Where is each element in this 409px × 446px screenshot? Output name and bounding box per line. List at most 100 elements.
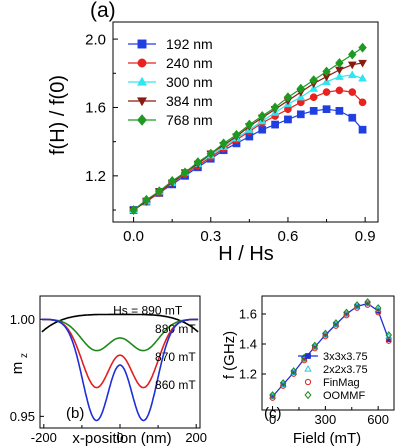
panel-b-curve-0 [41,313,199,333]
panel-c-point-2-1 [280,383,287,389]
panel-a-xtick-label-0: 0.0 [123,228,144,245]
panel-a-point-4-14 [309,75,318,86]
panel-b-xlabel: x-position (nm) [72,430,171,446]
panel-c-legend-marker-1 [304,364,312,372]
panel-c-ytick-label-0: 1.2 [239,367,257,382]
panel-c-xtick-label-0: 0 [269,412,276,427]
panel-a-xtick-label-2: 0.6 [278,228,299,245]
panel-a-point-0-11 [271,120,279,129]
panel-a-point-0-14 [309,107,318,115]
panel-a-legend-label-4: 768 nm [166,112,213,128]
panel-b-xtick-label-1: 0 [116,430,123,445]
panel-a-point-4-1 [142,194,151,205]
panel-a-point-3-18 [358,59,367,68]
panel-b-curve-1 [41,318,199,352]
panel-c-legend-label-2: FinMag [323,377,360,389]
panel-a-point-1-17 [348,88,357,96]
panel-a-point-4-4 [180,167,190,178]
panel-b-ylabel-group: m z [9,353,30,374]
panel-a-point-0-18 [358,125,367,134]
panel-a-legend-marker-2 [136,76,148,86]
panel-c-point-3-5 [322,329,329,338]
panel-c-plot: 0 300 600 1.2 1.4 1.6 3x3x3.752x2x3.75FinMagOO… [239,295,395,427]
panel-a-point-0-16 [335,107,344,115]
panel-c-label: (c) [264,405,282,422]
panel-a-point-0-12 [284,115,292,124]
panel-c-xtick-label-1: 300 [315,412,337,427]
panel-a-point-4-5 [193,157,203,168]
panel-c-point-2-0 [269,395,276,401]
panel-b-xtick-label-0: -200 [31,430,57,445]
panel-a-ytick-label-2: 2.0 [85,31,106,48]
panel-a-label: (a) [90,0,116,22]
panel-a-legend-label-0: 192 nm [166,36,213,52]
panel-c-ytick-label-1: 1.4 [239,337,257,352]
panel-c-xtick-label-2: 600 [367,412,389,427]
panel-c-point-2-10 [375,309,382,316]
panel-a-point-1-15 [322,88,331,96]
panel-a-point-4-16 [335,57,344,69]
panel-a-point-2-16 [335,72,344,80]
panel-c-legend-label-3: OOMMF [323,390,365,402]
panel-a-legend-label-3: 384 nm [166,93,213,109]
panel-c-point-3-11 [385,331,393,339]
panel-a-point-1-14 [309,93,318,102]
panel-c-ylabel: f (GHz) [221,331,238,379]
panel-a-xtick-label-1: 0.3 [200,228,221,245]
panel-a-point-2-17 [347,70,357,79]
panel-a-point-4-2 [155,186,164,197]
panel-c-point-2-3 [301,357,308,364]
panel-c-ytick-label-2: 1.6 [239,307,257,322]
panel-a-xtick-label-3: 0.9 [355,228,376,245]
panel-a-point-4-7 [219,138,228,149]
panel-c-point-3-6 [332,319,340,327]
panel-a-legend-marker-0 [137,39,147,49]
panel-c-point-3-1 [279,379,287,387]
panel-c-point-2-5 [322,333,329,340]
panel-b-ytick-label-0: 0.95 [10,409,35,424]
panel-c-point-3-0 [269,391,276,399]
panel-c-legend-label-0: 3x3x3.75 [323,351,368,363]
panel-c-xlabel: Field (mT) [293,430,361,446]
panel-a-point-4-15 [322,66,331,77]
panel-a-point-4-13 [296,83,306,94]
panel-c-point-2-8 [354,305,360,311]
panel-a-xlabel: H / Hs [218,243,274,265]
panel-a-legend-label-1: 240 nm [166,55,213,71]
panel-c-point-3-10 [374,304,382,312]
panel-a-point-0-15 [322,105,331,114]
panel-c-point-2-6 [333,323,339,329]
panel-a-point-4-12 [283,92,293,103]
panel-a-point-4-3 [167,175,177,187]
panel-a-point-4-11 [270,102,280,113]
panel-a-ylabel: f(H) / f(0) [47,75,69,155]
panel-c-point-3-9 [364,298,371,306]
panel-c-legend-marker-0 [305,353,311,359]
panel-b-curve-label-3: 860 mT [155,378,196,392]
panel-a-point-4-9 [245,119,254,130]
panel-c-point-3-4 [311,341,319,350]
panel-a-point-1-16 [335,86,344,95]
panel-b-ylabel-subscript: z [19,353,30,358]
panel-a-point-4-6 [206,148,216,159]
panel-b-curve-3 [41,318,199,422]
panel-a-point-0-17 [348,113,357,122]
panel-c-point-2-9 [364,302,371,308]
panel-a-legend-marker-1 [137,58,147,68]
panel-a-ytick-label-1: 1.6 [85,100,106,117]
panel-c-legend-marker-2 [304,378,312,386]
panel-c-legend-marker-3 [304,390,312,400]
panel-c-legend-label-1: 2x2x3.75 [323,364,368,376]
panel-a-point-4-8 [232,129,241,140]
panel-c-point-2-7 [343,312,350,319]
panel-a-point-3-17 [347,61,357,70]
panel-a-point-1-18 [358,98,367,107]
panel-b-xtick-label-2: 200 [185,430,207,445]
panel-c-point-2-2 [290,371,297,377]
panel-b-ytick-label-1: 1.00 [10,312,35,327]
panel-b-curve-label-1: 880 mT [155,322,196,336]
panel-a-plot: 0.0 0.3 0.6 0.9 1.2 1.6 2.0 192 nm 240 nm 300 nm 3… [85,21,379,245]
panel-b-ylabel: m [9,362,26,375]
panel-a-ytick-label-0: 1.2 [85,168,106,185]
